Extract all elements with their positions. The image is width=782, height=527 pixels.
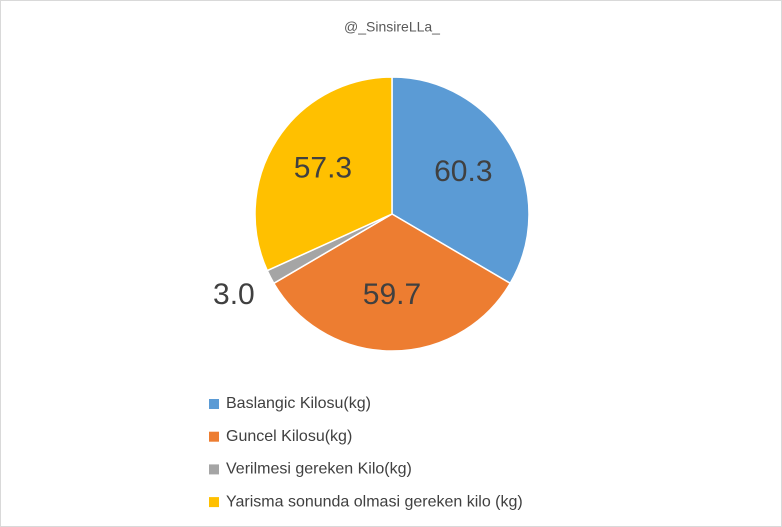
pie-slice bbox=[254, 76, 393, 272]
legend-label: Baslangic Kilosu(kg) bbox=[226, 395, 371, 412]
legend-label: Verilmesi gereken Kilo(kg) bbox=[226, 461, 412, 478]
data-label: 57.3 bbox=[294, 151, 352, 184]
legend-label: Yarisma sonunda olmasi gereken kilo (kg) bbox=[226, 493, 523, 510]
legend-swatch bbox=[209, 497, 219, 508]
pie-slice bbox=[391, 76, 530, 285]
chart-title: @_SinsireLLa_ bbox=[344, 19, 440, 35]
legend-swatch bbox=[209, 399, 219, 409]
legend-swatch bbox=[209, 431, 219, 442]
pie-slice bbox=[272, 213, 512, 352]
legend-label: Guncel Kilosu(kg) bbox=[226, 428, 352, 445]
data-label: 60.3 bbox=[434, 155, 492, 188]
data-label: 3.0 bbox=[213, 278, 255, 311]
data-label: 59.7 bbox=[363, 278, 421, 311]
legend-swatch bbox=[209, 464, 219, 475]
